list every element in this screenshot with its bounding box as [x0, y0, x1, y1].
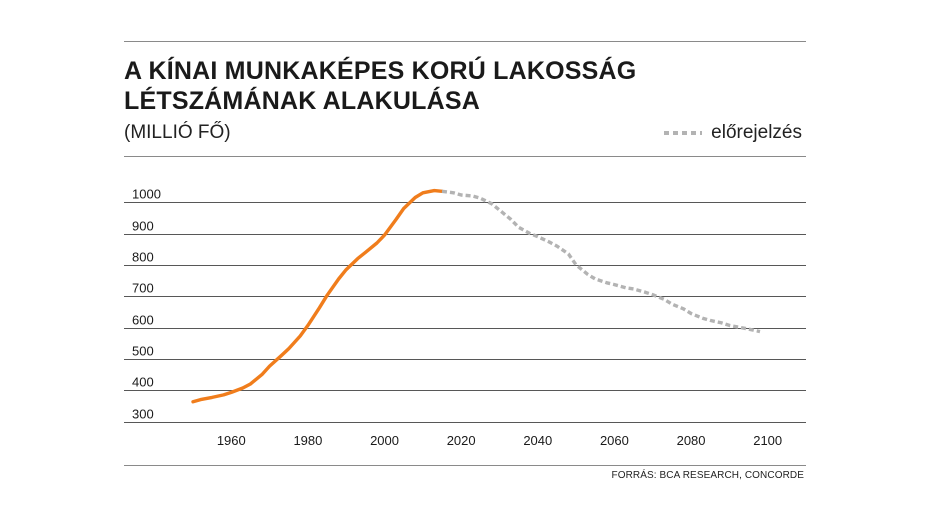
x-tick-label-1980: 1980: [293, 433, 322, 448]
x-tick-label-2060: 2060: [600, 433, 629, 448]
x-tick-label-2100: 2100: [753, 433, 782, 448]
y-tick-label-800: 800: [132, 250, 154, 265]
legend-label-forecast: előrejelzés: [711, 122, 802, 143]
forecast-legend-swatch: [664, 131, 703, 135]
chart-title-line1: A KÍNAI MUNKAKÉPES KORÚ LAKOSSÁG: [124, 57, 637, 85]
y-tick-label-500: 500: [132, 344, 154, 359]
x-tick-label-1960: 1960: [217, 433, 246, 448]
y-tick-label-700: 700: [132, 281, 154, 296]
series-line-forecast: [441, 189, 761, 334]
y-tick-label-600: 600: [132, 313, 154, 328]
grid-lines: [124, 202, 806, 423]
chart-title-line2: LÉTSZÁMÁNAK ALAKULÁSA: [124, 87, 481, 115]
unit-label: (MILLIÓ FŐ): [124, 122, 231, 143]
chart-title: A KÍNAI MUNKAKÉPES KORÚ LAKOSSÁG LÉTSZÁM…: [124, 56, 724, 116]
series-line-historical: [191, 188, 444, 404]
bottom-rule: [124, 465, 806, 466]
series-lines: [191, 188, 761, 404]
legend: előrejelzés: [663, 122, 802, 144]
y-tick-label-300: 300: [132, 407, 154, 422]
x-tick-label-2000: 2000: [370, 433, 399, 448]
top-rule: [124, 41, 806, 42]
y-tick-label-900: 900: [132, 219, 154, 234]
x-tick-label-2080: 2080: [677, 433, 706, 448]
x-tick-label-2040: 2040: [523, 433, 552, 448]
x-axis-labels: 1960 1980 2000 2020 2040 2060 2080 2100: [217, 433, 782, 448]
y-axis-labels: 300 400 500 600 700 800 900 1000: [132, 187, 161, 422]
chart-top-rule: [124, 156, 806, 157]
source-note: FORRÁS: BCA RESEARCH, CONCORDE: [611, 470, 804, 481]
x-tick-label-2020: 2020: [447, 433, 476, 448]
y-tick-label-1000: 1000: [132, 187, 161, 202]
y-tick-label-400: 400: [132, 375, 154, 390]
